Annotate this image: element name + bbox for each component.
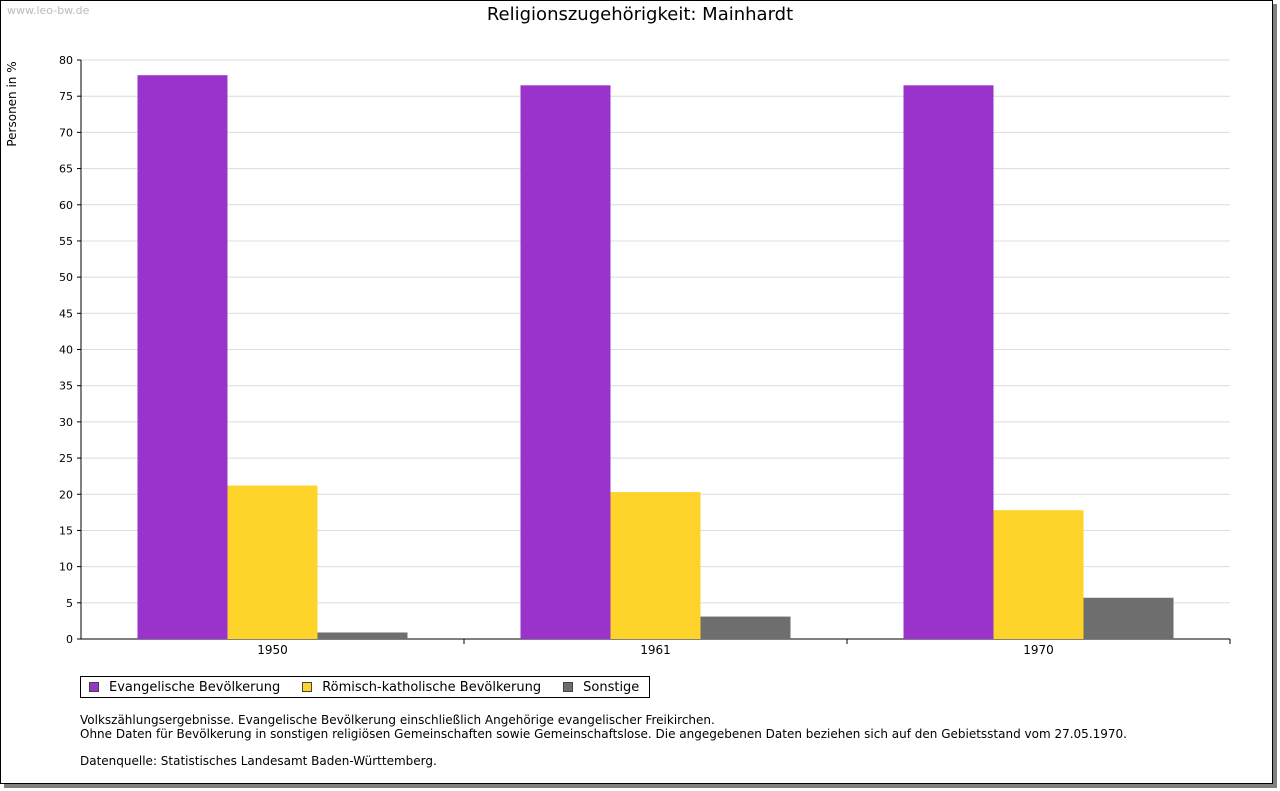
- y-tick-label: 65: [59, 163, 73, 176]
- y-tick-label: 15: [59, 524, 73, 537]
- y-tick-label: 10: [59, 561, 73, 574]
- watermark: www.leo-bw.de: [7, 4, 90, 17]
- y-tick-label: 75: [59, 90, 73, 103]
- bar-evangelische-bev-lkerung-1961: [520, 85, 611, 640]
- footnote-line-2: Ohne Daten für Bevölkerung in sonstigen …: [80, 727, 1127, 741]
- chart-title: Religionszugehörigkeit: Mainhardt: [486, 4, 794, 25]
- bar-sonstige-1970: [1083, 597, 1174, 639]
- legend: Evangelische Bevölkerung Römisch-katholi…: [80, 676, 651, 698]
- y-tick-label: 55: [59, 235, 73, 248]
- bar-evangelische-bev-lkerung-1970: [903, 85, 994, 640]
- y-tick-label: 35: [59, 380, 73, 393]
- legend-swatch-evangelisch: [89, 682, 99, 692]
- y-tick-label: 5: [66, 597, 73, 610]
- x-tick-label-1961: 1961: [640, 643, 671, 657]
- y-tick-label: 30: [59, 416, 73, 429]
- legend-item-evangelisch: Evangelische Bevölkerung: [89, 680, 280, 695]
- legend-item-sonstige: Sonstige: [563, 680, 639, 695]
- legend-swatch-katholisch: [302, 682, 313, 692]
- y-tick-label: 25: [59, 452, 73, 465]
- bar-sonstige-1950: [317, 632, 408, 639]
- legend-swatch-sonstige: [563, 682, 574, 692]
- y-tick-label: 70: [59, 126, 73, 139]
- y-tick-label: 50: [59, 271, 73, 284]
- legend-item-katholisch: Römisch-katholische Bevölkerung: [302, 680, 541, 695]
- footnote-line-1: Volkszählungsergebnisse. Evangelische Be…: [80, 713, 715, 727]
- x-tick-label-1970: 1970: [1023, 643, 1054, 657]
- bar-sonstige-1961: [700, 616, 791, 639]
- legend-label-sonstige: Sonstige: [583, 679, 640, 695]
- y-tick-label: 40: [59, 344, 73, 357]
- y-tick-label: 60: [59, 199, 73, 212]
- x-tick-label-1950: 1950: [257, 643, 288, 657]
- data-source: Datenquelle: Statistisches Landesamt Bad…: [80, 754, 437, 768]
- bar-r-misch-katholische-bev-lkerung-1950: [227, 485, 318, 639]
- legend-label-evangelisch: Evangelische Bevölkerung: [109, 679, 281, 695]
- y-tick-label: 0: [66, 633, 73, 646]
- y-tick-label: 80: [59, 54, 73, 67]
- legend-label-katholisch: Römisch-katholische Bevölkerung: [322, 679, 542, 695]
- footnotes: Volkszählungsergebnisse. Evangelische Be…: [80, 713, 1127, 768]
- y-tick-label: 20: [59, 488, 73, 501]
- bar-evangelische-bev-lkerung-1950: [137, 75, 228, 640]
- bar-r-misch-katholische-bev-lkerung-1970: [993, 510, 1084, 639]
- bar-r-misch-katholische-bev-lkerung-1961: [610, 492, 701, 639]
- y-tick-label: 45: [59, 307, 73, 320]
